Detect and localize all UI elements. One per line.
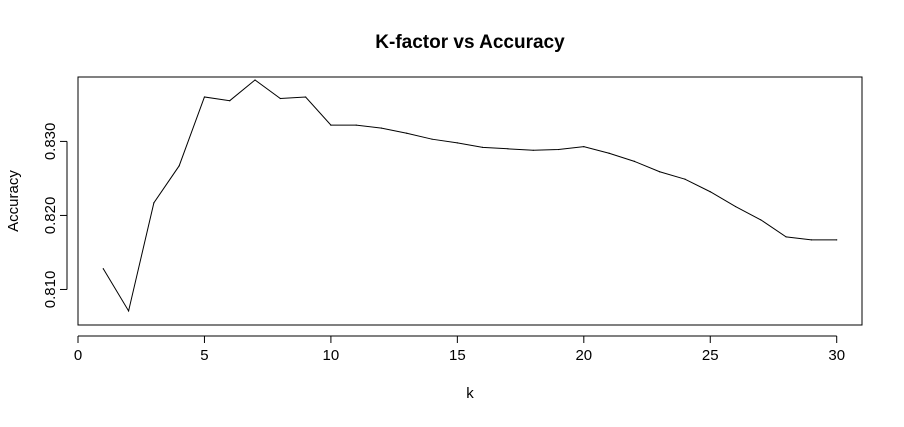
y-axis: 0.810 0.820 0.830 xyxy=(42,123,68,309)
y-axis-label: Accuracy xyxy=(5,170,22,232)
data-point xyxy=(709,191,711,193)
data-point xyxy=(760,219,762,221)
x-tick-label: 0 xyxy=(74,347,82,364)
y-tick-label: 0.820 xyxy=(42,197,59,235)
data-point xyxy=(659,171,661,173)
data-point xyxy=(785,236,787,238)
x-tick-label: 30 xyxy=(828,347,845,364)
data-point xyxy=(305,96,307,98)
data-point xyxy=(456,142,458,144)
data-point xyxy=(532,149,534,151)
plot-frame xyxy=(77,76,863,326)
series-layer xyxy=(102,79,838,313)
data-point xyxy=(406,132,408,134)
x-tick-label: 20 xyxy=(575,347,592,364)
data-point xyxy=(734,205,737,208)
data-point xyxy=(127,310,130,312)
data-point xyxy=(102,268,104,270)
x-tick-label: 5 xyxy=(200,347,208,364)
data-point xyxy=(482,146,484,148)
data-point xyxy=(836,239,838,241)
series-line xyxy=(102,79,837,313)
data-point xyxy=(153,202,155,204)
data-point xyxy=(254,79,256,81)
data-point xyxy=(229,100,231,102)
data-point xyxy=(633,160,635,162)
y-tick-label: 0.810 xyxy=(42,271,59,309)
data-point xyxy=(507,148,509,150)
data-point xyxy=(810,239,813,241)
chart-title: K-factor vs Accuracy xyxy=(375,32,565,53)
x-axis: 0 5 10 15 20 25 30 xyxy=(74,335,845,364)
data-point xyxy=(279,97,281,100)
x-tick-label: 15 xyxy=(449,347,466,364)
data-point xyxy=(178,165,180,167)
data-point xyxy=(583,145,585,148)
x-axis-label: k xyxy=(466,385,474,402)
data-point xyxy=(557,148,560,151)
x-tick-label: 25 xyxy=(702,347,719,364)
data-point xyxy=(330,124,332,126)
y-tick-label: 0.830 xyxy=(42,123,59,161)
data-point xyxy=(380,127,383,129)
data-point xyxy=(203,96,206,98)
data-point xyxy=(684,178,686,180)
data-point xyxy=(608,152,610,154)
x-tick-label: 10 xyxy=(323,347,340,364)
data-point xyxy=(355,124,357,126)
data-point xyxy=(431,138,433,140)
